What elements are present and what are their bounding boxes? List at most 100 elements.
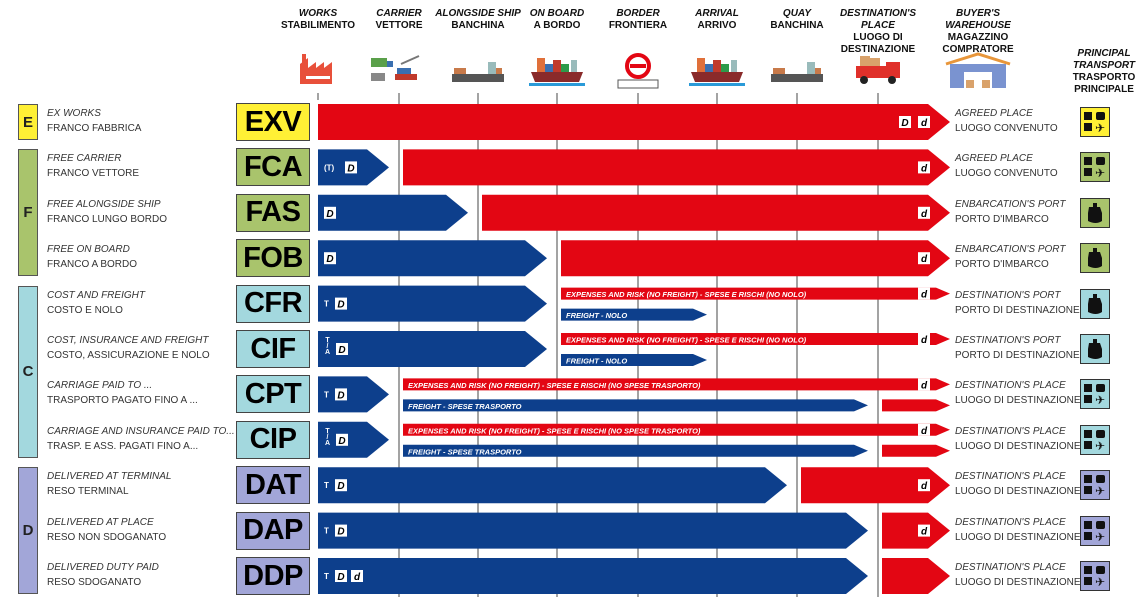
buyer-cost-arrow <box>318 104 950 140</box>
bar-label: FREIGHT - SPESE TRASPORTO <box>408 402 522 411</box>
term-name-it: COSTO, ASSICURAZIONE E NOLO <box>47 350 210 361</box>
multimodal-icon: ✈ <box>1084 429 1105 453</box>
stage-name-en: ON BOARD <box>529 8 585 19</box>
badge-box <box>335 524 347 537</box>
transport-icon-multimodal: ✈ <box>1080 561 1110 591</box>
stage-header: ALONGSIDE SHIP BANCHINA <box>423 8 533 32</box>
ship-loaded-icon <box>689 58 745 86</box>
ship-loaded-icon <box>529 58 585 86</box>
svg-text:✈: ✈ <box>1095 575 1105 589</box>
truck-icon <box>856 56 900 84</box>
multimodal-icon: ✈ <box>1084 112 1105 135</box>
term-name-en: DELIVERED AT PLACE <box>47 516 154 528</box>
buyer-cost-arrow <box>882 399 950 412</box>
stage-name-en: BUYER'S WAREHOUSE <box>945 8 1011 31</box>
border-icon <box>617 53 659 89</box>
buyer-cost-arrow <box>561 240 950 277</box>
transport-icon-sea <box>1080 334 1110 364</box>
term-name-en: DELIVERED DUTY PAID <box>47 562 159 573</box>
multimodal-icon: ✈ <box>1084 384 1105 407</box>
destination-it: PORTO D'IMBARCO <box>955 213 1049 225</box>
seller-cost-arrow <box>561 308 707 321</box>
badge-box <box>335 388 347 401</box>
stage-header: BUYER'S WAREHOUSE MAGAZZINO COMPRATORE <box>923 8 1033 56</box>
stage-name-it: LUOGO DI DESTINAZIONE <box>840 32 916 55</box>
stage-header: DESTINATION'S PLACE LUOGO DI DESTINAZIONE <box>823 8 933 56</box>
transport-icon-sea <box>1080 288 1110 319</box>
svg-text:✈: ✈ <box>1095 121 1105 135</box>
destination-en: DESTINATION'S PLACE <box>955 516 1066 528</box>
badge-box <box>918 423 930 436</box>
transport-header-it: TRASPORTO PRINCIPALE <box>1072 72 1136 95</box>
incoterm-code: CPT <box>236 375 310 414</box>
destination-it: LUOGO CONVENUTO <box>955 123 1058 134</box>
group-badge-C: C <box>18 285 38 458</box>
badge-customs-import: d <box>921 380 928 391</box>
ship-alongside-icon <box>452 62 504 82</box>
badge-transport: T <box>324 572 329 581</box>
badge-customs-import: d <box>921 481 928 492</box>
stage-header: CARRIER VETTORE <box>344 8 454 32</box>
term-name-it: COSTO E NOLO <box>47 304 123 316</box>
destination-en: DESTINATION'S PORT <box>955 335 1061 346</box>
seller-cost-arrow <box>318 512 868 549</box>
destination-en: ENBARCATION'S PORT <box>955 244 1066 256</box>
transport-icon-multimodal: ✈ <box>1080 470 1110 501</box>
badge-box <box>918 524 930 537</box>
transport-icon-multimodal: ✈ <box>1080 107 1110 137</box>
buyer-cost-arrow <box>882 444 950 457</box>
destination-it: LUOGO DI DESTINAZIONE <box>955 486 1081 498</box>
buyer-cost-arrow <box>561 333 950 345</box>
multimodal-icon: ✈ <box>1084 475 1105 498</box>
bar-label: EXPENSES AND RISK (NO FREIGHT) - SPESE E… <box>566 290 807 299</box>
incoterm-code: FCA <box>236 148 310 187</box>
stage-header: ARRIVAL ARRIVO <box>662 8 772 32</box>
transport-icon-multimodal: ✈ <box>1080 152 1110 183</box>
destination-it: LUOGO DI DESTINAZIONE <box>955 577 1081 588</box>
destination-it: LUOGO CONVENUTO <box>955 168 1058 180</box>
incoterm-code: EXV <box>236 103 310 141</box>
incoterm-code: CIP <box>236 420 310 459</box>
transport-icon-multimodal: ✈ <box>1080 379 1110 410</box>
stage-header: QUAY BANCHINA <box>742 8 852 32</box>
destination-en: AGREED PLACE <box>955 153 1033 165</box>
term-name-it: RESO NON SDOGANATO <box>47 531 167 543</box>
destination-it: LUOGO DI DESTINAZIONE <box>955 531 1081 543</box>
seller-cost-arrow <box>318 331 547 367</box>
badge-customs-import: d <box>921 118 928 129</box>
seller-cost-arrow <box>318 285 547 322</box>
badge-customs-export: D <box>338 345 345 356</box>
badge-box <box>324 206 336 219</box>
destination-en: DESTINATION'S PLACE <box>955 471 1066 483</box>
term-name-en: CARRIAGE AND INSURANCE PAID TO... <box>47 425 235 437</box>
badge-customs-import: d <box>354 572 361 583</box>
badge-box <box>335 570 347 582</box>
destination-it: LUOGO DI DESTINAZIONE <box>955 440 1081 452</box>
transport-header: PRINCIPAL TRANSPORT TRASPORTO PRINCIPALE <box>1059 48 1143 96</box>
transport-icon-sea <box>1080 197 1110 228</box>
badge-customs-import: d <box>921 290 928 301</box>
svg-text:✈: ✈ <box>1095 530 1105 544</box>
badge-box <box>899 116 911 128</box>
stage-name-en: ALONGSIDE SHIP <box>435 8 521 19</box>
ship-icon <box>1088 248 1102 269</box>
seller-cost-arrow <box>318 421 389 458</box>
destination-it: PORTO D'IMBARCO <box>955 259 1049 271</box>
incoterm-code: FOB <box>236 239 310 278</box>
seller-cost-arrow <box>318 240 547 277</box>
svg-text:✈: ✈ <box>1095 439 1105 453</box>
buyer-cost-arrow <box>403 423 950 436</box>
badge-customs-export: D <box>338 436 345 447</box>
destination-it: PORTO DI DESTINAZIONE <box>955 350 1080 361</box>
term-name-it: TRASP. E ASS. PAGATI FINO A... <box>47 440 199 452</box>
stage-name-it: BANCHINA <box>770 20 824 31</box>
badge-customs-export: D <box>337 481 344 492</box>
badge-box <box>335 479 347 492</box>
term-name-it: TRASPORTO PAGATO FINO A ... <box>47 395 198 407</box>
stage-name-it: A BORDO <box>533 20 581 31</box>
badge-customs-import: d <box>921 209 928 220</box>
destination-en: DESTINATION'S PLACE <box>955 562 1066 573</box>
badge-customs-import: d <box>921 254 928 265</box>
svg-text:✈: ✈ <box>1095 393 1105 407</box>
term-name-en: COST, INSURANCE AND FREIGHT <box>47 335 209 346</box>
